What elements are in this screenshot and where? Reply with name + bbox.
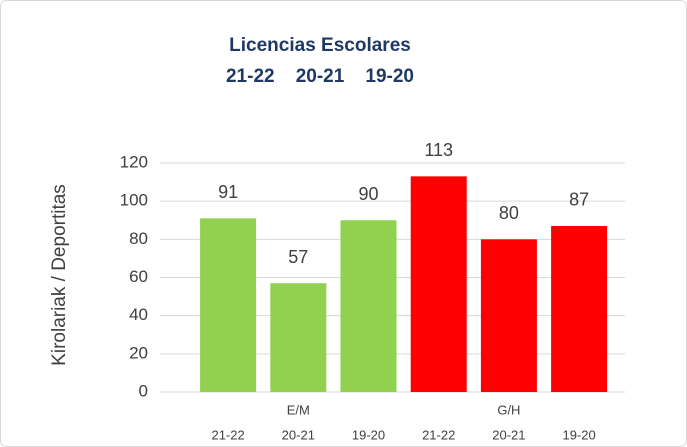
- data-label: 57: [288, 247, 308, 267]
- bar: [340, 220, 397, 392]
- x-tick-label: 20-21: [492, 427, 525, 442]
- y-tick-label: 20: [129, 343, 148, 362]
- bar: [551, 225, 608, 392]
- bar: [270, 283, 327, 392]
- y-tick-label: 60: [129, 267, 148, 286]
- bar: [410, 176, 467, 392]
- group-label: G/H: [497, 402, 520, 417]
- data-label: 87: [569, 190, 589, 210]
- y-tick-label: 0: [139, 381, 148, 400]
- data-label: 91: [218, 182, 238, 202]
- y-tick-label: 100: [120, 191, 148, 210]
- chart-title: Licencias Escolares: [229, 35, 411, 56]
- data-label: 90: [358, 184, 378, 204]
- x-tick-label: 21-22: [422, 427, 455, 442]
- bar: [480, 239, 537, 392]
- y-tick-label: 80: [129, 229, 148, 248]
- data-label: 80: [499, 203, 519, 223]
- x-tick-label: 19-20: [562, 427, 595, 442]
- group-label: E/M: [287, 402, 310, 417]
- x-tick-label: 20-21: [282, 427, 315, 442]
- x-tick-label: 19-20: [352, 427, 385, 442]
- y-tick-label: 40: [129, 305, 148, 324]
- y-tick-label: 120: [120, 152, 148, 171]
- data-label: 113: [424, 140, 453, 160]
- chart-subtitle: 21-22 20-21 19-20: [226, 66, 414, 87]
- y-axis-label: Kirolariak / Deportitas: [49, 184, 70, 366]
- bar: [200, 218, 257, 392]
- x-tick-label: 21-22: [211, 427, 244, 442]
